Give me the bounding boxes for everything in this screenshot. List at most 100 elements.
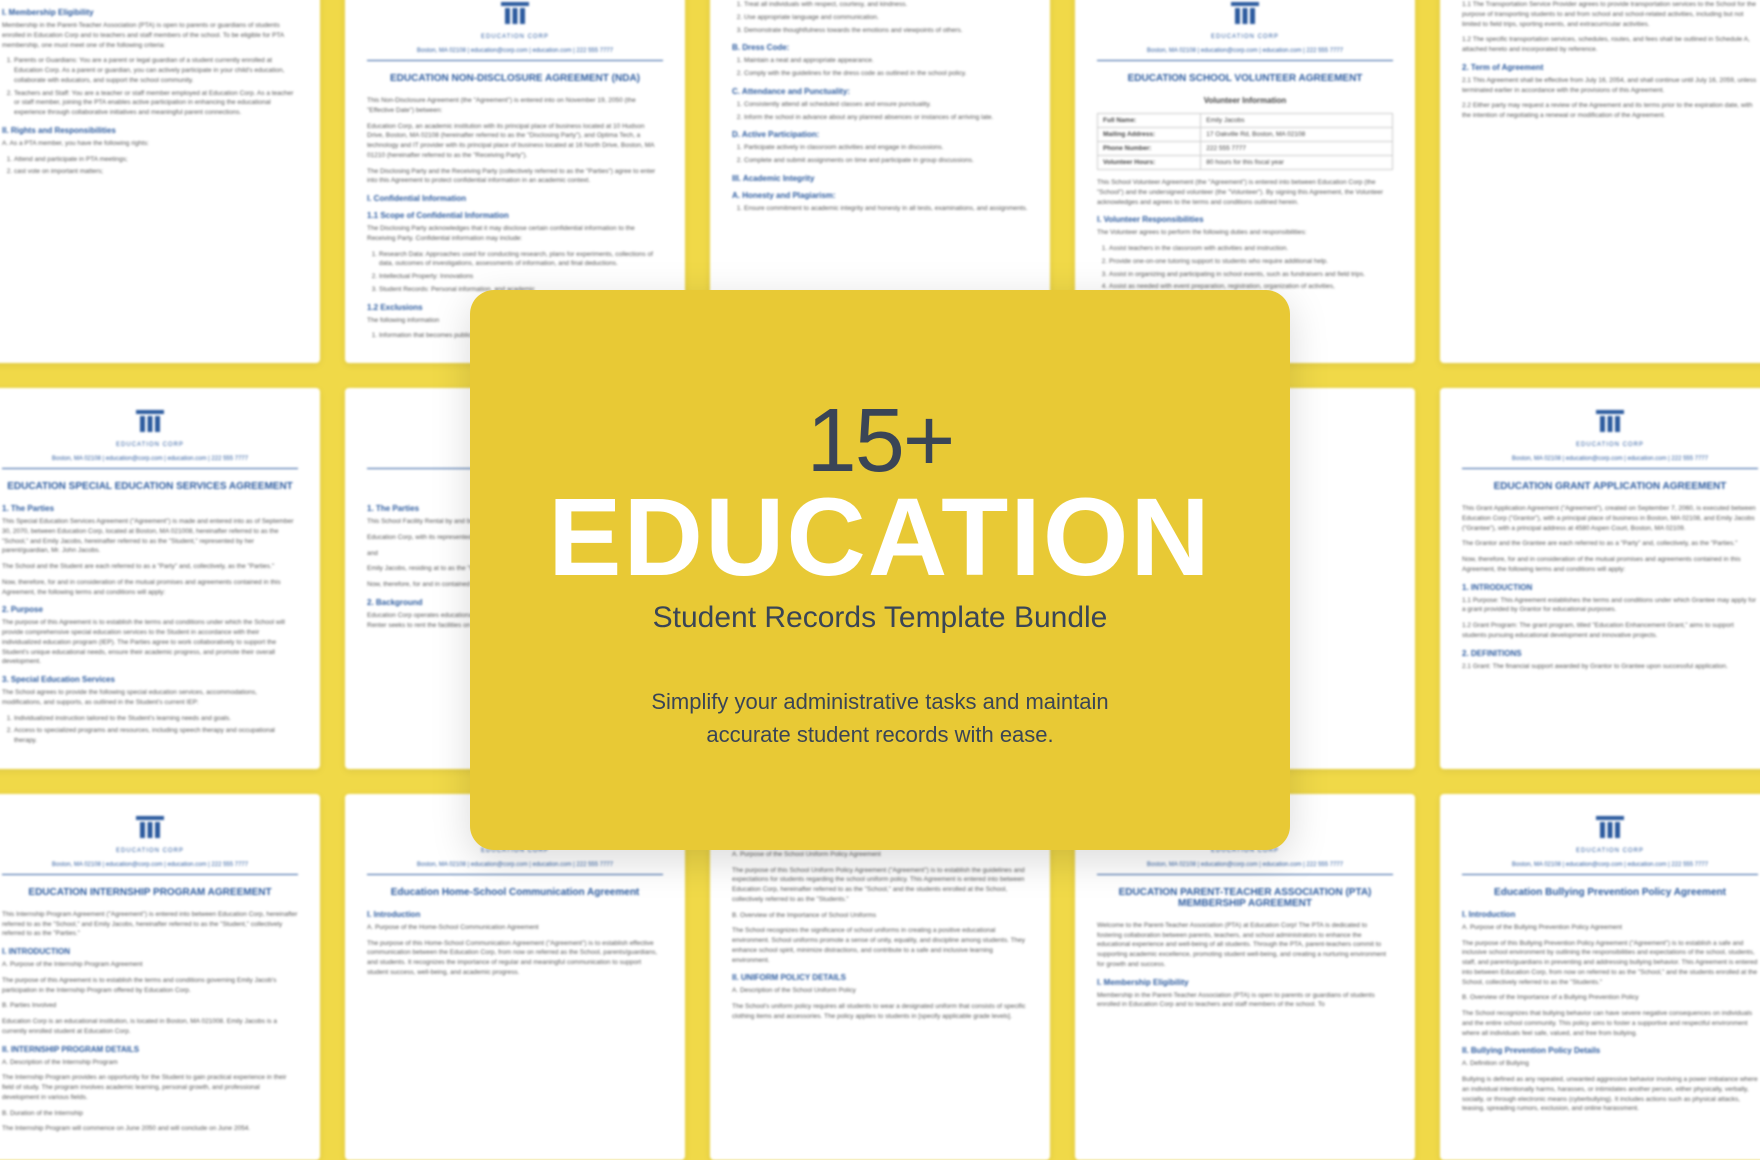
doc-title: EDUCATION PARENT-TEACHER ASSOCIATION (PT… — [1097, 887, 1393, 909]
body-text: The purpose of this Home-School Communic… — [367, 939, 663, 978]
list-item: Assist teachers in the classroom with ac… — [1109, 244, 1393, 254]
section-heading: D. Active Participation: — [732, 130, 1028, 139]
list-item: Use appropriate language and communicati… — [744, 13, 1028, 23]
contact-line: Boston, MA 02108 | education@corp.com | … — [1462, 456, 1758, 469]
document-thumbnail: EDUCATION CORPBoston, MA 02108 | educati… — [0, 388, 320, 769]
body-text: The School agrees to provide the followi… — [2, 688, 298, 708]
body-text: 2.1 This Agreement shall be effective fr… — [1462, 76, 1758, 96]
list-item: Parents or Guardians: You are a parent o… — [14, 56, 298, 85]
body-text: Membership in the Parent-Teacher Associa… — [1097, 991, 1393, 1011]
body-text: The purpose of this Agreement is to esta… — [2, 976, 298, 996]
doc-title: EDUCATION INTERNSHIP PROGRAM AGREEMENT — [2, 887, 298, 898]
card-subtitle: Student Records Template Bundle — [653, 601, 1108, 635]
section-heading: I. Membership Eligibility — [1097, 978, 1393, 987]
logo: EDUCATION CORP — [2, 408, 298, 448]
section-heading: 2. Term of Agreement — [1462, 63, 1758, 72]
list-item: Maintain a neat and appropriate appearan… — [744, 56, 1028, 66]
list: Attend and participate in PTA meetings;c… — [2, 155, 298, 178]
list-item: Intellectual Property: Innovations — [379, 272, 663, 282]
logo: EDUCATION CORP — [1097, 0, 1393, 40]
doc-title: Education Home-School Communication Agre… — [367, 887, 663, 898]
body-text: B. Overview of the Importance of School … — [732, 911, 1028, 921]
logo: EDUCATION CORP — [1462, 814, 1758, 854]
card-title: EDUCATION — [548, 483, 1212, 593]
section-heading: I. Confidential Information — [367, 194, 663, 203]
section-heading: 1. INTRODUCTION — [1462, 583, 1758, 592]
logo-text: EDUCATION CORP — [2, 848, 298, 854]
document-thumbnail: 1.1 The Transportation Service Provider … — [1440, 0, 1760, 363]
body-text: Welcome to the Parent-Teacher Associatio… — [1097, 921, 1393, 970]
body-text: A. Description of the School Uniform Pol… — [732, 986, 1028, 996]
body-text: The School recognizes the significance o… — [732, 926, 1028, 965]
section-heading: 1.1 Scope of Confidential Information — [367, 211, 663, 220]
list: Parents or Guardians: You are a parent o… — [2, 56, 298, 118]
list: Maintain a neat and appropriate appearan… — [732, 56, 1028, 79]
body-text: 1.2 The specific transportation services… — [1462, 35, 1758, 55]
logo: EDUCATION CORP — [367, 0, 663, 40]
list: Ensure commitment to academic integrity … — [732, 204, 1028, 214]
contact-line: Boston, MA 02108 | education@corp.com | … — [367, 48, 663, 61]
body-text: The School's uniform policy requires all… — [732, 1002, 1028, 1022]
body-text: Now, therefore, for and in consideration… — [1462, 555, 1758, 575]
section-heading: I. Introduction — [367, 910, 663, 919]
body-text: A. Definition of Bullying — [1462, 1059, 1758, 1069]
body-text: The purpose of this School Uniform Polic… — [732, 866, 1028, 905]
section-heading: II. Rights and Responsibilities — [2, 126, 298, 135]
body-text: Membership in the Parent-Teacher Associa… — [2, 21, 298, 50]
list-item: Teachers and Staff: You are a teacher or… — [14, 89, 298, 118]
body-text: A. Description of the Internship Program — [2, 1058, 298, 1068]
section-heading: 3. Special Education Services — [2, 675, 298, 684]
section-heading: A. Honesty and Plagiarism: — [732, 191, 1028, 200]
section-heading: 2. Purpose — [2, 605, 298, 614]
list-item: Assist in organizing and participating i… — [1109, 270, 1393, 280]
card-description: Simplify your administrative tasks and m… — [651, 685, 1108, 751]
list-item: Treat all individuals with respect, cour… — [744, 0, 1028, 10]
body-text: 2.2 Either party may request a review of… — [1462, 101, 1758, 121]
body-text: The purpose of this Bullying Prevention … — [1462, 939, 1758, 988]
list-item: Consistently attend all scheduled classe… — [744, 100, 1028, 110]
list-item: cast vote on important matters; — [14, 167, 298, 177]
section-heading: II. INTERNSHIP PROGRAM DETAILS — [2, 1045, 298, 1054]
body-text: The School and the Student are each refe… — [2, 562, 298, 572]
body-text: 1.2 Grant Program: The grant program, ti… — [1462, 621, 1758, 641]
document-thumbnail: EDUCATION CORPBoston, MA 02108 | educati… — [1440, 794, 1760, 1160]
body-text: This Internship Program Agreement ("Agre… — [2, 910, 298, 939]
body-text: This Non-Disclosure Agreement (the "Agre… — [367, 96, 663, 116]
contact-line: Boston, MA 02108 | education@corp.com | … — [1097, 48, 1393, 61]
list-item: Ensure commitment to academic integrity … — [744, 204, 1028, 214]
body-text: The Grantor and the Grantee are each ref… — [1462, 539, 1758, 549]
logo: EDUCATION CORP — [1462, 408, 1758, 448]
body-text: This Special Education Services Agreemen… — [2, 517, 298, 556]
promo-card: 15+ EDUCATION Student Records Template B… — [470, 290, 1290, 850]
body-text: The Disclosing Party and the Receiving P… — [367, 167, 663, 187]
section-heading: 2. DEFINITIONS — [1462, 649, 1758, 658]
contact-line: Boston, MA 02108 | education@corp.com | … — [1097, 862, 1393, 875]
section-heading: III. Academic Integrity — [732, 174, 1028, 183]
list-item: Research Data: Approaches used for condu… — [379, 250, 663, 270]
logo: EDUCATION CORP — [2, 814, 298, 854]
body-text: Education Corp, an academic institution … — [367, 122, 663, 161]
section-heading: C. Attendance and Punctuality: — [732, 87, 1028, 96]
list-item: Demonstrate thoughtfulness towards the e… — [744, 26, 1028, 36]
list-item: Individualized instruction tailored to t… — [14, 714, 298, 724]
list-item: Participate actively in classroom activi… — [744, 143, 1028, 153]
document-thumbnail: EDUCATION CORP Boston, MA 02108 | educati… — [1440, 388, 1760, 769]
list-item: Comply with the guidelines for the dress… — [744, 69, 1028, 79]
document-thumbnail: EDUCATION CORPBoston, MA 02108 | educati… — [0, 794, 320, 1160]
body-text: 1.1 The Transportation Service Provider … — [1462, 0, 1758, 29]
contact-line: Boston, MA 02108 | education@corp.com | … — [367, 862, 663, 875]
section-heading: I. Volunteer Responsibilities — [1097, 215, 1393, 224]
body-text: The purpose of this Agreement is to esta… — [2, 618, 298, 667]
doc-title: EDUCATION NON-DISCLOSURE AGREEMENT (NDA) — [367, 73, 663, 84]
doc-title: EDUCATION GRANT APPLICATION AGREEMENT — [1462, 481, 1758, 492]
section-heading: 1. The Parties — [2, 504, 298, 513]
list: Individualized instruction tailored to t… — [2, 714, 298, 746]
section-heading: I. Introduction — [1462, 910, 1758, 919]
body-text: B. Parties Involved — [2, 1001, 298, 1011]
body-text: 1.1 Purpose: This Agreement establishes … — [1462, 596, 1758, 616]
body-text: B. Overview of the Importance of a Bully… — [1462, 993, 1758, 1003]
body-text: A. As a PTA member, you have the followi… — [2, 139, 298, 149]
section-heading: II. Bullying Prevention Policy Details — [1462, 1046, 1758, 1055]
section-heading: I. INTRODUCTION — [2, 947, 298, 956]
body-text: A. Purpose of the Internship Program Agr… — [2, 960, 298, 970]
